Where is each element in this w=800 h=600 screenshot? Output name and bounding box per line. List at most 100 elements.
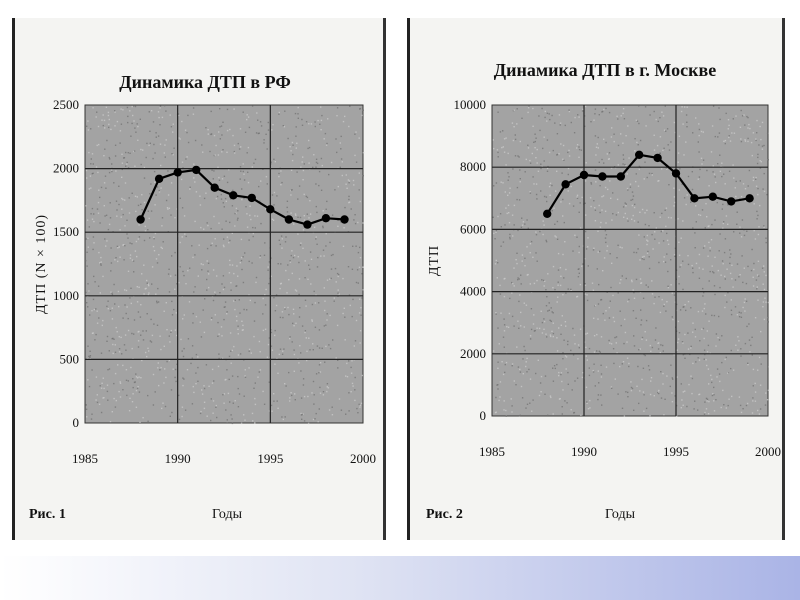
texture-dot (207, 224, 209, 227)
texture-dot (570, 349, 572, 352)
texture-dot (252, 232, 254, 235)
texture-dot (620, 133, 622, 135)
texture-dot (291, 250, 293, 252)
texture-dot (303, 420, 306, 422)
texture-dot (529, 252, 531, 254)
texture-dot (532, 323, 535, 325)
texture-dot (576, 144, 579, 146)
texture-dot (137, 386, 139, 388)
texture-dot (322, 394, 325, 396)
texture-dot (758, 275, 760, 277)
texture-dot (336, 324, 339, 327)
texture-dot (213, 154, 215, 157)
texture-dot (290, 169, 293, 171)
texture-dot (182, 377, 184, 379)
texture-dot (521, 254, 524, 256)
texture-dot (285, 269, 287, 272)
texture-dot (86, 251, 88, 253)
texture-dot (221, 283, 223, 285)
texture-dot (142, 339, 145, 341)
texture-dot (192, 312, 194, 315)
texture-dot (296, 171, 298, 173)
texture-dot (112, 337, 114, 340)
texture-dot (315, 158, 318, 160)
texture-dot (210, 244, 212, 247)
texture-dot (697, 409, 699, 411)
data-point (598, 172, 607, 181)
texture-dot (121, 208, 123, 210)
y-tick-label: 1500 (53, 224, 79, 239)
chart-title: Динамика ДТП в РФ (119, 72, 291, 92)
texture-dot (171, 314, 174, 316)
texture-dot (765, 237, 767, 239)
texture-dot (114, 259, 116, 261)
texture-dot (102, 275, 104, 278)
texture-dot (178, 137, 180, 139)
texture-dot (126, 106, 129, 109)
texture-dot (163, 345, 165, 347)
texture-dot (536, 260, 538, 262)
texture-dot (96, 111, 98, 113)
texture-dot (300, 412, 302, 415)
texture-dot (503, 346, 505, 348)
texture-dot (303, 163, 305, 165)
texture-dot (317, 256, 319, 259)
texture-dot (201, 269, 203, 271)
texture-dot (271, 349, 274, 351)
texture-dot (592, 371, 595, 373)
texture-dot (759, 167, 762, 169)
texture-dot (96, 394, 98, 396)
texture-dot (611, 387, 613, 389)
texture-dot (191, 403, 194, 405)
texture-dot (129, 254, 132, 256)
texture-dot (248, 126, 251, 129)
texture-dot (552, 287, 554, 289)
texture-dot (678, 254, 681, 256)
texture-dot (281, 247, 283, 249)
texture-dot (358, 403, 360, 406)
texture-dot (557, 296, 559, 298)
texture-dot (319, 392, 322, 394)
texture-dot (316, 211, 318, 214)
texture-dot (622, 361, 625, 363)
texture-dot (293, 313, 295, 315)
texture-dot (620, 324, 622, 327)
texture-dot (562, 352, 564, 354)
texture-dot (546, 200, 548, 203)
texture-dot (518, 415, 521, 417)
texture-dot (662, 372, 664, 375)
texture-dot (494, 411, 497, 414)
texture-dot (213, 215, 215, 218)
y-tick-label: 4000 (460, 284, 486, 299)
texture-dot (306, 350, 308, 352)
texture-dot (567, 288, 569, 290)
texture-dot (654, 339, 657, 341)
texture-dot (603, 138, 605, 140)
texture-dot (290, 194, 292, 196)
texture-dot (495, 259, 497, 262)
texture-dot (712, 105, 715, 107)
texture-dot (521, 217, 523, 219)
texture-dot (668, 184, 670, 186)
texture-dot (605, 241, 607, 244)
texture-dot (98, 251, 100, 254)
texture-dot (168, 291, 171, 293)
texture-dot (592, 249, 595, 251)
texture-dot (210, 110, 212, 113)
texture-dot (276, 357, 278, 360)
texture-dot (698, 393, 701, 395)
texture-dot (713, 386, 715, 389)
texture-dot (499, 131, 502, 133)
texture-dot (138, 286, 140, 288)
texture-dot (577, 344, 580, 346)
texture-dot (527, 107, 530, 109)
texture-dot (559, 124, 561, 126)
texture-dot (87, 357, 89, 360)
texture-dot (165, 139, 167, 141)
texture-dot (228, 272, 231, 274)
texture-dot (519, 294, 521, 296)
texture-dot (210, 319, 213, 321)
texture-dot (254, 158, 257, 161)
texture-dot (742, 281, 744, 284)
texture-dot (662, 350, 664, 352)
